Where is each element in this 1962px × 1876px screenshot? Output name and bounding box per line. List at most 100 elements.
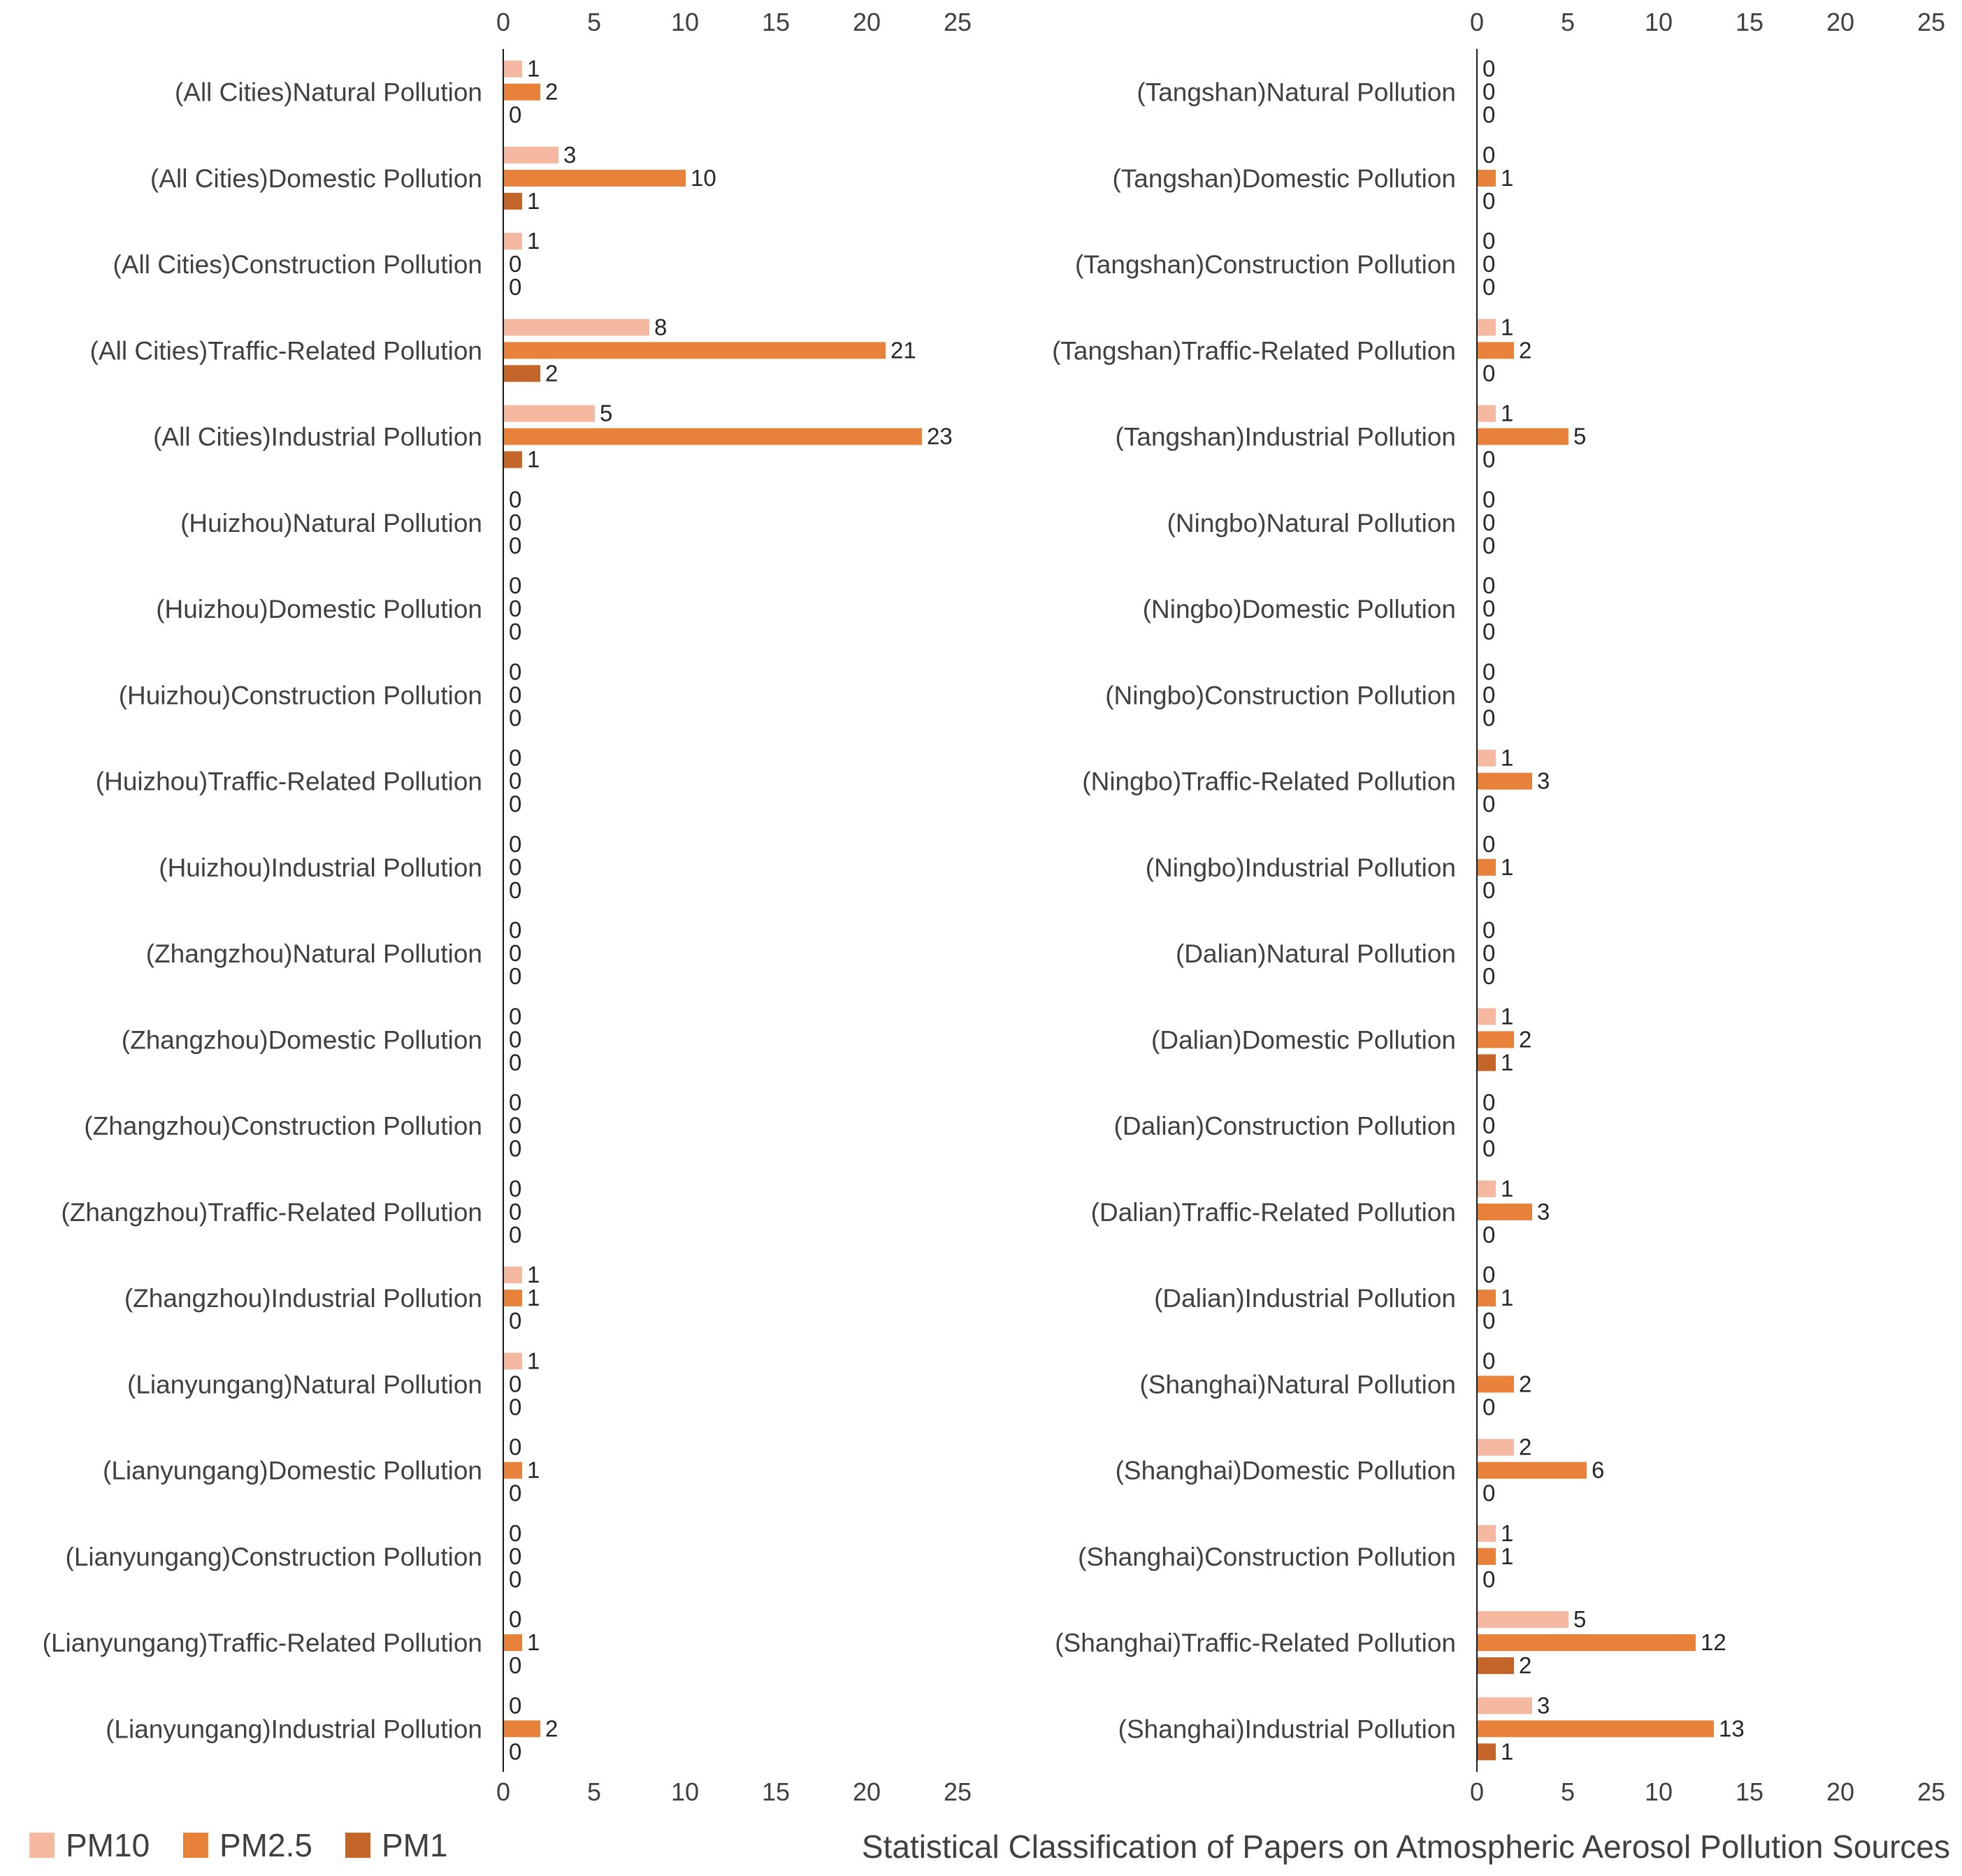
data-label-pm10-all-cities-construction-pollution: 1 <box>527 228 540 254</box>
data-label-pm10-huizhou-natural-pollution: 0 <box>509 486 521 512</box>
bar-pm2-5-lianyungang-traffic-related-pollution <box>504 1634 522 1652</box>
data-label-pm10-ningbo-industrial-pollution: 0 <box>1483 831 1495 857</box>
bar-pm2-5-tangshan-traffic-related-pollution <box>1478 342 1514 359</box>
bar-pm1-dalian-domestic-pollution <box>1478 1054 1496 1072</box>
data-label-pm10-dalian-domestic-pollution: 1 <box>1501 1003 1513 1029</box>
data-label-pm2-5-dalian-industrial-pollution: 1 <box>1501 1285 1513 1311</box>
data-label-pm1-tangshan-natural-pollution: 0 <box>1483 102 1495 128</box>
category-label-zhangzhou-construction-pollution: (Zhangzhou)Construction Pollution <box>84 1112 482 1141</box>
bar-pm10-shanghai-domestic-pollution <box>1478 1438 1514 1456</box>
data-label-pm2-5-huizhou-natural-pollution: 0 <box>509 510 521 535</box>
data-label-pm1-ningbo-domestic-pollution: 0 <box>1483 619 1495 644</box>
data-label-pm2-5-zhangzhou-domestic-pollution: 0 <box>509 1026 521 1052</box>
data-label-pm1-all-cities-natural-pollution: 0 <box>509 102 521 128</box>
bar-pm1-shanghai-traffic-related-pollution <box>1478 1657 1514 1675</box>
x-tick-label-top-left-15: 15 <box>762 8 790 36</box>
data-label-pm1-dalian-traffic-related-pollution: 0 <box>1483 1222 1495 1248</box>
category-label-zhangzhou-natural-pollution: (Zhangzhou)Natural Pollution <box>146 939 482 968</box>
bar-pm2-5-all-cities-industrial-pollution <box>504 428 922 445</box>
data-label-pm2-5-tangshan-domestic-pollution: 1 <box>1501 165 1513 191</box>
bar-pm10-all-cities-construction-pollution <box>504 233 522 250</box>
x-tick-label-bottom-right-10: 10 <box>1645 1777 1673 1806</box>
data-label-pm2-5-lianyungang-domestic-pollution: 1 <box>527 1457 540 1483</box>
x-tick-label-top-right-20: 20 <box>1826 8 1854 36</box>
category-label-ningbo-construction-pollution: (Ningbo)Construction Pollution <box>1105 681 1456 709</box>
category-label-dalian-natural-pollution: (Dalian)Natural Pollution <box>1176 939 1456 968</box>
data-label-pm1-tangshan-traffic-related-pollution: 0 <box>1483 360 1495 386</box>
data-label-pm2-5-all-cities-construction-pollution: 0 <box>509 251 521 277</box>
data-label-pm10-dalian-industrial-pollution: 0 <box>1483 1262 1495 1287</box>
category-label-ningbo-domestic-pollution: (Ningbo)Domestic Pollution <box>1143 595 1456 623</box>
data-label-pm10-shanghai-domestic-pollution: 2 <box>1519 1434 1531 1460</box>
data-label-pm1-lianyungang-industrial-pollution: 0 <box>509 1738 521 1764</box>
data-label-pm10-tangshan-industrial-pollution: 1 <box>1501 401 1513 426</box>
data-label-pm2-5-lianyungang-industrial-pollution: 2 <box>545 1715 558 1741</box>
data-label-pm1-shanghai-industrial-pollution: 1 <box>1501 1738 1513 1764</box>
data-label-pm10-huizhou-traffic-related-pollution: 0 <box>509 745 521 771</box>
category-label-shanghai-industrial-pollution: (Shanghai)Industrial Pollution <box>1118 1715 1456 1743</box>
data-label-pm2-5-tangshan-construction-pollution: 0 <box>1483 251 1495 277</box>
category-label-all-cities-traffic-related-pollution: (All Cities)Traffic-Related Pollution <box>90 336 482 365</box>
data-label-pm10-dalian-natural-pollution: 0 <box>1483 917 1495 943</box>
data-label-pm10-tangshan-construction-pollution: 0 <box>1483 228 1495 254</box>
x-tick-label-bottom-right-0: 0 <box>1470 1777 1484 1806</box>
x-tick-label-top-left-5: 5 <box>587 8 601 36</box>
category-label-shanghai-construction-pollution: (Shanghai)Construction Pollution <box>1078 1543 1456 1571</box>
data-label-pm1-all-cities-construction-pollution: 0 <box>509 274 521 300</box>
data-label-pm2-5-ningbo-industrial-pollution: 1 <box>1501 854 1513 880</box>
bar-pm1-all-cities-industrial-pollution <box>504 451 522 468</box>
data-label-pm1-huizhou-industrial-pollution: 0 <box>509 877 521 903</box>
category-label-ningbo-traffic-related-pollution: (Ningbo)Traffic-Related Pollution <box>1082 767 1456 796</box>
category-label-zhangzhou-traffic-related-pollution: (Zhangzhou)Traffic-Related Pollution <box>61 1198 482 1227</box>
x-tick-label-bottom-right-15: 15 <box>1736 1777 1763 1806</box>
category-label-tangshan-domestic-pollution: (Tangshan)Domestic Pollution <box>1112 164 1456 193</box>
bar-pm1-all-cities-traffic-related-pollution <box>504 365 540 382</box>
data-label-pm1-huizhou-domestic-pollution: 0 <box>509 619 521 644</box>
category-label-dalian-construction-pollution: (Dalian)Construction Pollution <box>1114 1112 1456 1141</box>
data-label-pm10-zhangzhou-traffic-related-pollution: 0 <box>509 1176 521 1202</box>
bar-pm10-lianyungang-natural-pollution <box>504 1352 522 1370</box>
category-label-dalian-industrial-pollution: (Dalian)Industrial Pollution <box>1154 1284 1456 1313</box>
data-label-pm1-huizhou-natural-pollution: 0 <box>509 533 521 558</box>
data-label-pm2-5-dalian-natural-pollution: 0 <box>1483 940 1495 966</box>
category-label-all-cities-industrial-pollution: (All Cities)Industrial Pollution <box>153 423 482 452</box>
data-label-pm2-5-huizhou-industrial-pollution: 0 <box>509 854 521 880</box>
x-tick-label-top-left-20: 20 <box>853 8 881 36</box>
bar-pm10-dalian-domestic-pollution <box>1478 1008 1496 1025</box>
bar-pm10-zhangzhou-industrial-pollution <box>504 1267 522 1284</box>
data-label-pm1-ningbo-construction-pollution: 0 <box>1483 705 1495 730</box>
data-label-pm1-dalian-industrial-pollution: 0 <box>1483 1308 1495 1334</box>
data-label-pm2-5-zhangzhou-construction-pollution: 0 <box>509 1113 521 1139</box>
data-label-pm10-tangshan-domestic-pollution: 0 <box>1483 142 1495 168</box>
data-label-pm1-lianyungang-natural-pollution: 0 <box>509 1394 521 1420</box>
bar-pm10-shanghai-construction-pollution <box>1478 1524 1496 1542</box>
data-label-pm2-5-shanghai-industrial-pollution: 13 <box>1719 1715 1745 1741</box>
bar-pm2-5-tangshan-domestic-pollution <box>1478 169 1496 187</box>
data-label-pm10-lianyungang-natural-pollution: 1 <box>527 1348 540 1373</box>
data-label-pm1-lianyungang-domestic-pollution: 0 <box>509 1480 521 1506</box>
data-label-pm2-5-tangshan-traffic-related-pollution: 2 <box>1519 337 1531 363</box>
bar-pm2-5-zhangzhou-industrial-pollution <box>504 1290 522 1307</box>
data-label-pm2-5-tangshan-natural-pollution: 0 <box>1483 79 1495 105</box>
bar-pm10-tangshan-traffic-related-pollution <box>1478 319 1496 336</box>
data-label-pm2-5-dalian-traffic-related-pollution: 3 <box>1537 1199 1550 1225</box>
data-label-pm10-ningbo-traffic-related-pollution: 1 <box>1501 745 1513 771</box>
legend-swatch-pm1 <box>345 1833 370 1858</box>
bar-pm2-5-lianyungang-industrial-pollution <box>504 1720 540 1738</box>
data-label-pm2-5-zhangzhou-industrial-pollution: 1 <box>527 1285 540 1311</box>
data-label-pm10-huizhou-domestic-pollution: 0 <box>509 572 521 598</box>
bar-pm2-5-shanghai-natural-pollution <box>1478 1376 1514 1393</box>
category-label-ningbo-industrial-pollution: (Ningbo)Industrial Pollution <box>1146 853 1456 882</box>
bar-pm10-all-cities-traffic-related-pollution <box>504 319 649 336</box>
x-tick-label-bottom-left-5: 5 <box>587 1777 601 1806</box>
category-label-shanghai-domestic-pollution: (Shanghai)Domestic Pollution <box>1116 1457 1456 1485</box>
x-tick-label-top-left-25: 25 <box>944 8 972 36</box>
x-tick-label-top-right-0: 0 <box>1470 8 1484 36</box>
data-label-pm10-zhangzhou-natural-pollution: 0 <box>509 917 521 943</box>
data-label-pm10-lianyungang-domestic-pollution: 0 <box>509 1434 521 1460</box>
category-label-huizhou-domestic-pollution: (Huizhou)Domestic Pollution <box>156 595 482 623</box>
